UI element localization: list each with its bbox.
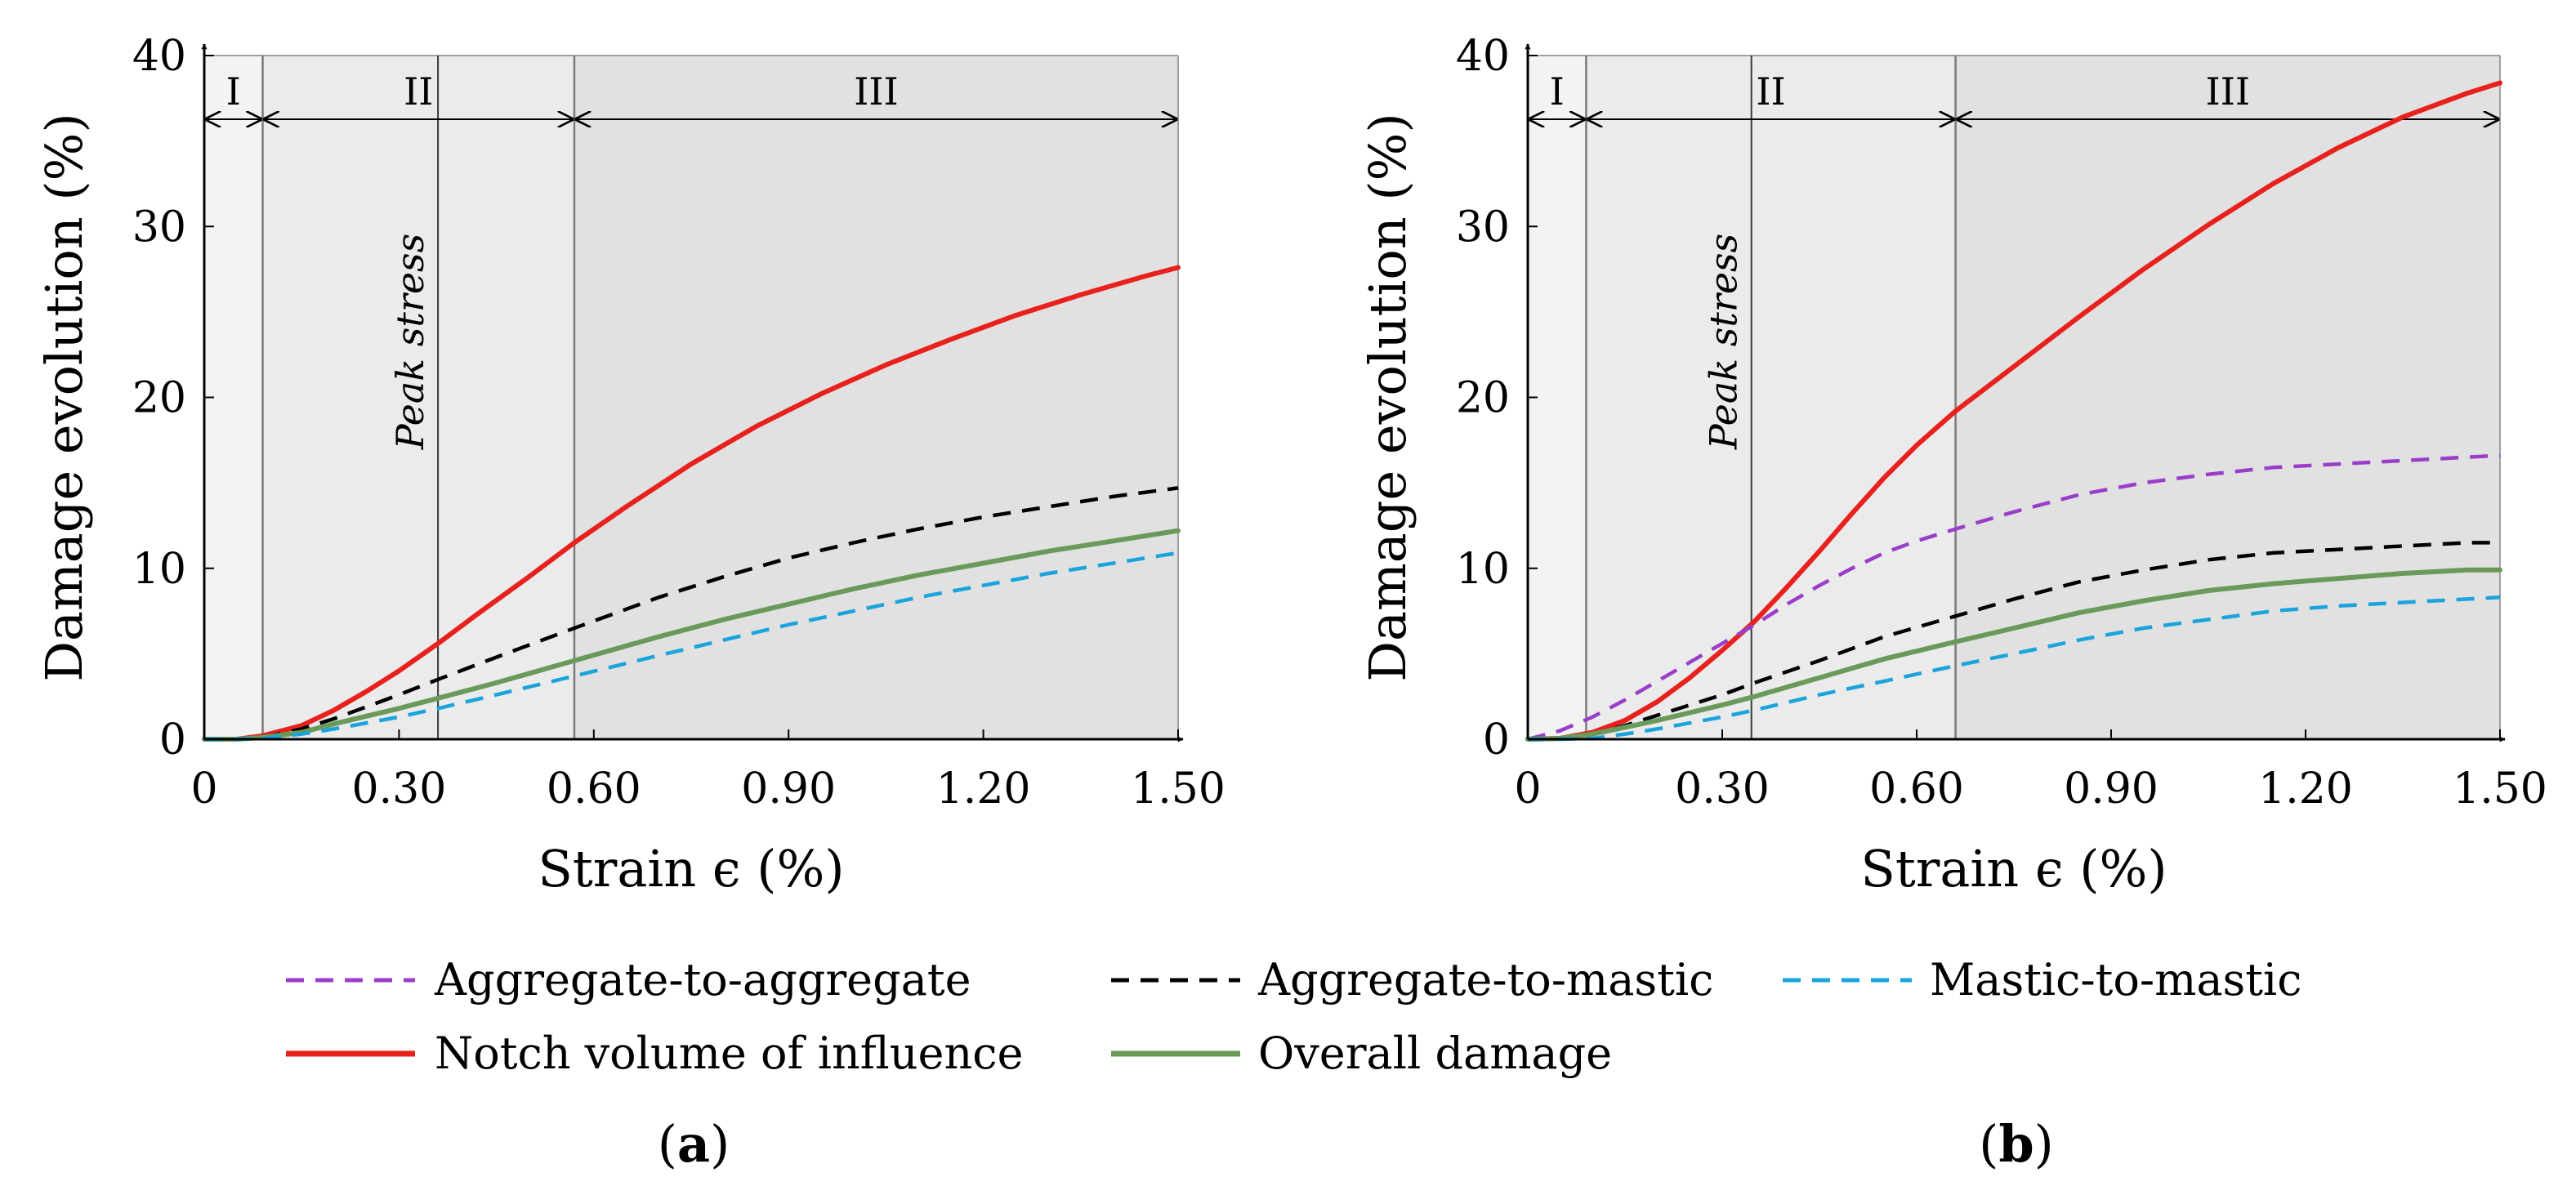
series-line-notch <box>202 265 1181 742</box>
y-tick-label: 10 <box>1456 545 1510 594</box>
region-III-label: III <box>854 69 899 114</box>
region-II-label: II <box>404 69 433 114</box>
x-tick-label: 0.60 <box>1869 765 1964 814</box>
legend-label-overall: Overall damage <box>1258 1028 1612 1079</box>
y-tick-label: 20 <box>132 374 186 423</box>
peak-stress-label: Peak stress <box>1702 234 1746 451</box>
x-tick-label: 0.60 <box>547 765 641 814</box>
x-tick-label: 1.50 <box>2453 765 2547 814</box>
region-II-shade <box>1586 56 1956 739</box>
legend-item-agg-agg: Aggregate-to-aggregate <box>286 954 971 1005</box>
x-tick-label: 0 <box>190 765 217 814</box>
x-tick-label: 0.90 <box>741 765 836 814</box>
y-tick-label: 10 <box>132 545 186 594</box>
region-I-label: I <box>1550 69 1565 114</box>
y-tick-label: 0 <box>159 716 186 765</box>
y-axis-label: Damage evolution (%) <box>1358 113 1417 681</box>
y-tick-label: 0 <box>1483 716 1510 765</box>
legend-item-mastic-mastic: Mastic-to-mastic <box>1783 954 2301 1005</box>
legend-label-mastic-mastic: Mastic-to-mastic <box>1930 954 2301 1005</box>
x-tick-label: 1.20 <box>2258 765 2353 814</box>
series-line-notch <box>1525 80 2502 742</box>
legend-item-overall: Overall damage <box>1111 1028 1612 1079</box>
x-axis-label: Strain ϵ (%) <box>538 839 844 898</box>
legend-item-agg-mastic: Aggregate-to-mastic <box>1111 954 1713 1005</box>
y-tick-label: 20 <box>1456 374 1510 423</box>
peak-stress-label: Peak stress <box>388 234 432 451</box>
region-I-label: I <box>226 69 241 114</box>
region-III-label: III <box>2206 69 2251 114</box>
y-tick-label: 30 <box>132 203 186 252</box>
series-line-agg-agg <box>1527 453 2501 742</box>
legend-label-agg-mastic: Aggregate-to-mastic <box>1257 954 1713 1005</box>
x-axis-label: Strain ϵ (%) <box>1860 839 2167 898</box>
series-line-mastic-mastic <box>204 551 1179 742</box>
panel-label-b: (b) <box>1979 1114 2054 1174</box>
region-III-shade <box>1955 56 2500 739</box>
legend-label-agg-agg: Aggregate-to-aggregate <box>434 954 971 1005</box>
legend: Aggregate-to-aggregate Aggregate-to-mast… <box>286 954 2301 1079</box>
series-line-overall <box>1525 567 2502 742</box>
legend-label-notch: Notch volume of influence <box>435 1028 1023 1079</box>
region-II-label: II <box>1756 69 1785 114</box>
series-line-mastic-mastic <box>1528 595 2501 742</box>
y-tick-label: 30 <box>1456 203 1510 252</box>
y-axis-label: Damage evolution (%) <box>34 113 94 681</box>
x-tick-label: 0 <box>1514 765 1541 814</box>
panel-label-a: (a) <box>658 1114 730 1174</box>
x-tick-label: 0.30 <box>1675 765 1770 814</box>
y-tick-label: 40 <box>132 32 186 81</box>
y-tick-label: 40 <box>1456 32 1510 81</box>
legend-item-notch: Notch volume of influence <box>286 1028 1023 1079</box>
region-II-shade <box>262 56 574 739</box>
region-III-shade <box>574 56 1178 739</box>
series-line-agg-mastic <box>204 486 1179 742</box>
x-tick-label: 0.90 <box>2064 765 2159 814</box>
x-tick-label: 1.20 <box>936 765 1031 814</box>
x-tick-label: 0.30 <box>352 765 447 814</box>
x-tick-label: 1.50 <box>1131 765 1225 814</box>
